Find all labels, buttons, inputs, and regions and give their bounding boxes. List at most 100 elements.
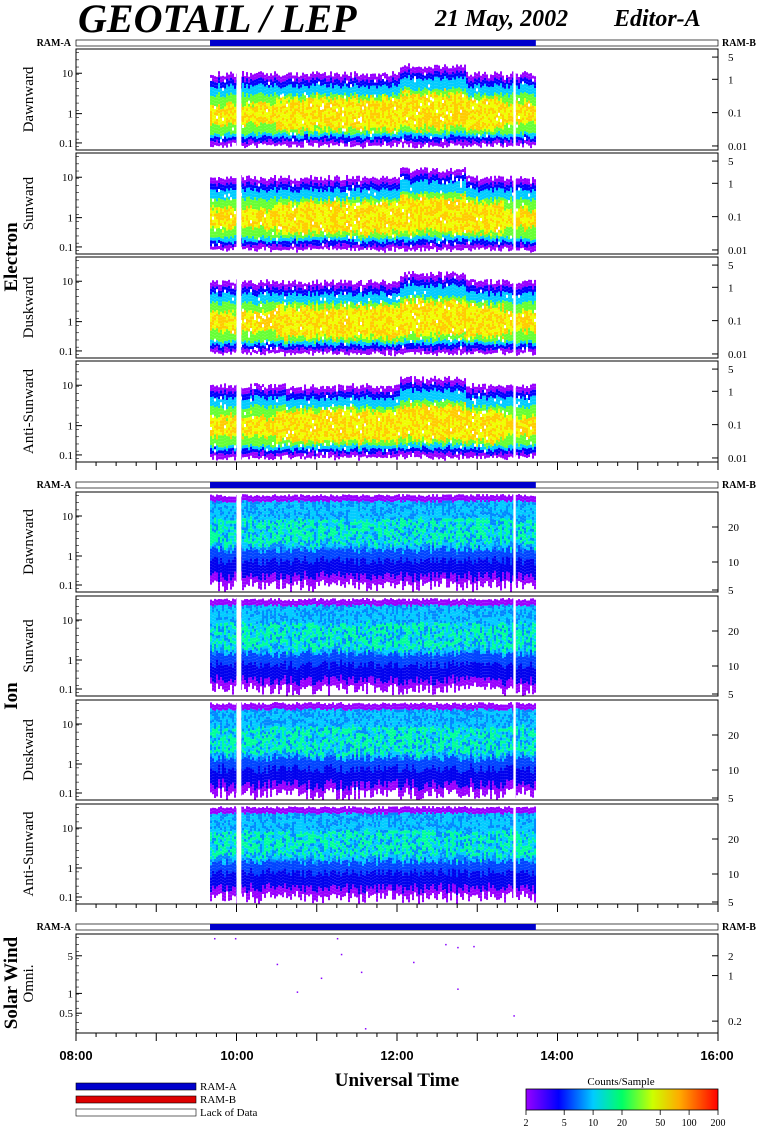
right-tick-label-ion-dawnward-2: 5	[728, 585, 734, 597]
ram-label-left-0: RAM-A	[37, 38, 72, 49]
panel-label-electron-duskward: Duskward	[21, 276, 37, 338]
ram-label-right-2: RAM-B	[722, 922, 756, 933]
right-tick-label-ion-sunward-2: 5	[728, 689, 734, 701]
left-tick-label-ion-sunward-2: 0.1	[59, 684, 73, 696]
right-tick-label-solar-wind-omni--1: 1	[728, 971, 734, 983]
right-tick-label-electron-dawnward-3: 0.01	[728, 141, 747, 153]
panel-label-electron-dawnward: Dawnward	[21, 66, 37, 132]
group-label-electron: Electron	[1, 222, 22, 292]
left-tick-label-electron-duskward-1: 1	[68, 317, 74, 329]
solar-wind-point-2	[277, 964, 279, 966]
panel-label-ion-dawnward: Dawnward	[21, 509, 37, 575]
spectrogram-ion-anti-sunward	[210, 806, 536, 904]
data-gap-electron-sunward-1	[513, 153, 515, 254]
x-axis-title: Universal Time	[335, 1070, 459, 1091]
right-tick-label-electron-duskward-3: 0.01	[728, 349, 747, 361]
x-tick-label-0800: 08:00	[59, 1048, 92, 1063]
solar-wind-point-4	[321, 978, 323, 980]
right-tick-label-electron-anti-sunward-1: 1	[728, 386, 734, 398]
legend-label-lack-of-data: Lack of Data	[200, 1107, 258, 1119]
solar-wind-point-7	[361, 972, 363, 974]
solar-wind-point-12	[473, 946, 475, 948]
right-tick-label-electron-sunward-2: 0.1	[728, 212, 742, 224]
colorbar-tick-label-0: 2	[524, 1118, 529, 1128]
left-tick-label-ion-anti-sunward-2: 0.1	[59, 892, 73, 904]
solar-wind-point-0	[214, 938, 216, 940]
data-gap-electron-dawnward-1	[513, 49, 515, 150]
panel-frame-solar-wind-omni-	[76, 934, 718, 1033]
data-gap-ion-sunward-1	[513, 596, 515, 696]
x-tick-label-1400: 14:00	[540, 1048, 573, 1063]
colorbar-title: Counts/Sample	[587, 1076, 654, 1088]
data-gap-electron-sunward-0	[237, 153, 242, 254]
left-tick-label-electron-sunward-1: 1	[68, 213, 74, 225]
left-tick-label-solar-wind-omni--1: 1	[68, 988, 74, 1000]
right-tick-label-electron-sunward-3: 0.01	[728, 245, 747, 257]
data-gap-electron-dawnward-0	[237, 49, 242, 150]
right-tick-label-electron-duskward-1: 1	[728, 282, 734, 294]
right-tick-label-electron-duskward-0: 5	[728, 260, 734, 272]
left-tick-label-electron-sunward-2: 0.1	[59, 242, 73, 254]
right-tick-label-electron-sunward-0: 5	[728, 156, 734, 168]
group-label-ion: Ion	[1, 682, 22, 710]
solar-wind-point-13	[457, 988, 459, 990]
spectrogram-ion-sunward	[210, 598, 536, 697]
x-tick-label-1000: 10:00	[220, 1048, 253, 1063]
ram-label-left-1: RAM-A	[37, 480, 72, 491]
legend-swatch-ram-a	[76, 1083, 196, 1090]
left-tick-label-electron-duskward-0: 10	[62, 276, 74, 288]
left-tick-label-ion-dawnward-0: 10	[62, 511, 74, 523]
left-tick-label-solar-wind-omni--0: 5	[68, 951, 74, 963]
solar-wind-point-6	[341, 954, 343, 956]
data-gap-electron-duskward-0	[237, 257, 242, 358]
spectrogram-electron-dawnward	[210, 63, 536, 148]
ram-a-coverage-0	[210, 40, 536, 46]
colorbar-ticks: 2 5 10 20 50 100 200	[524, 1110, 726, 1128]
right-tick-label-ion-duskward-1: 10	[728, 765, 740, 777]
left-tick-label-ion-dawnward-1: 1	[68, 551, 74, 563]
ram-a-coverage-2	[210, 924, 536, 930]
spectrogram-ion-dawnward	[210, 494, 536, 592]
ram-a-coverage-1	[210, 482, 536, 488]
left-tick-label-electron-dawnward-1: 1	[68, 109, 74, 121]
legend-swatch-lack-of-data	[76, 1109, 196, 1116]
left-tick-label-electron-dawnward-2: 0.1	[59, 138, 73, 150]
left-tick-label-electron-dawnward-0: 10	[62, 68, 74, 80]
right-tick-label-ion-sunward-0: 20	[728, 626, 740, 638]
left-tick-label-solar-wind-omni--2: 0.5	[59, 1008, 73, 1020]
solar-wind-point-1	[235, 938, 237, 940]
spectrogram-electron-duskward	[210, 271, 536, 356]
panel-label-ion-sunward: Sunward	[21, 619, 37, 673]
left-tick-label-ion-anti-sunward-0: 10	[62, 823, 74, 835]
plot-editor: Editor-A	[613, 6, 701, 32]
colorbar-tick-label-4: 50	[655, 1118, 665, 1128]
x-tick-label-1600: 16:00	[700, 1048, 733, 1063]
solar-wind-point-5	[337, 938, 339, 940]
left-tick-label-electron-sunward-0: 10	[62, 172, 74, 184]
right-tick-label-electron-anti-sunward-0: 5	[728, 364, 734, 376]
data-gap-ion-sunward-0	[237, 596, 242, 696]
data-gap-ion-anti-sunward-1	[513, 804, 515, 904]
left-tick-label-electron-anti-sunward-1: 1	[68, 421, 74, 433]
right-tick-label-ion-dawnward-1: 10	[728, 557, 740, 569]
panel-label-electron-anti-sunward: Anti-Sunward	[21, 369, 37, 454]
panel-label-solar-wind-omni-: Omni.	[21, 965, 37, 1003]
spectrogram-ion-duskward	[210, 702, 536, 800]
left-tick-label-electron-anti-sunward-2: 0.1	[59, 450, 73, 462]
left-tick-label-ion-sunward-0: 10	[62, 615, 74, 627]
right-tick-label-ion-duskward-2: 5	[728, 793, 734, 805]
colorbar-tick-label-6: 200	[711, 1118, 726, 1128]
right-tick-label-electron-anti-sunward-3: 0.01	[728, 453, 747, 465]
data-gap-electron-duskward-1	[513, 257, 515, 358]
panel-label-electron-sunward: Sunward	[21, 176, 37, 230]
spectrogram-electron-sunward	[210, 167, 536, 253]
left-tick-label-ion-dawnward-2: 0.1	[59, 580, 73, 592]
right-tick-label-solar-wind-omni--0: 2	[728, 951, 734, 963]
right-tick-label-ion-anti-sunward-1: 10	[728, 869, 740, 881]
right-tick-label-electron-anti-sunward-2: 0.1	[728, 420, 742, 432]
data-gap-electron-anti-sunward-1	[513, 361, 515, 462]
